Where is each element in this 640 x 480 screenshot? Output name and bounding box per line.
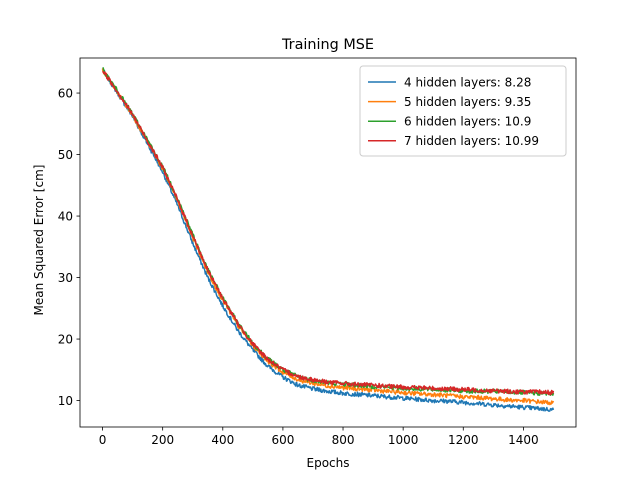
x-tick-label: 1200 (448, 433, 479, 447)
legend-label: 6 hidden layers: 10.9 (404, 115, 531, 129)
y-tick-label: 10 (58, 394, 73, 408)
legend-label: 4 hidden layers: 8.28 (404, 75, 531, 89)
y-tick-label: 40 (58, 209, 73, 223)
legend-label: 5 hidden layers: 9.35 (404, 95, 531, 109)
x-tick-label: 800 (332, 433, 355, 447)
plot-area (101, 67, 555, 412)
y-axis-label: Mean Squared Error [cm] (32, 165, 46, 316)
x-tick-label: 400 (211, 433, 234, 447)
series-line-1 (101, 69, 555, 412)
x-tick-label: 200 (151, 433, 174, 447)
legend-box (359, 65, 567, 157)
y-tick-label: 50 (58, 148, 73, 162)
chart-title: Training MSE (281, 37, 374, 53)
y-tick-label: 30 (58, 271, 73, 285)
legend-label: 7 hidden layers: 10.99 (404, 134, 539, 148)
axes-frame (79, 57, 577, 428)
legend: 4 hidden layers: 8.28 5 hidden layers: 9.… (359, 65, 567, 157)
x-tick-label: 1000 (388, 433, 419, 447)
x-tick-label: 0 (99, 433, 107, 447)
y-tick-label: 20 (58, 332, 73, 346)
x-tick-label: 1400 (508, 433, 539, 447)
series-line-4 (102, 70, 555, 396)
x-axis-label: Epochs (307, 456, 350, 470)
y-tick-label: 60 (58, 86, 73, 100)
axes: 0 200 400 600 800 1000 1200 1400 10 20 30 40 50 60 (58, 57, 577, 447)
x-tick-label: 600 (271, 433, 294, 447)
